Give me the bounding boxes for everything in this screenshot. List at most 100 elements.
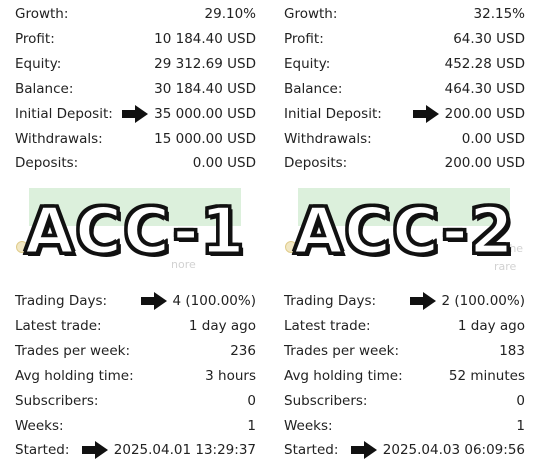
stat-value: 2 (100.00%) <box>441 293 525 309</box>
stat-value: 32.15% <box>473 6 525 22</box>
stat-value: 4 (100.00%) <box>172 293 256 309</box>
stat-label: Initial Deposit: <box>284 105 382 122</box>
stat-value: 0.00 USD <box>192 155 256 172</box>
warning-icon <box>285 241 297 253</box>
stat-value: 200.00 USD <box>444 105 525 122</box>
stat-label: Weeks: <box>15 417 64 434</box>
stat-label: Started: <box>15 442 70 459</box>
stat-row-initial-deposit: Initial Deposit: 35 000.00 USD <box>14 104 256 124</box>
stat-label: Withdrawals: <box>284 130 372 147</box>
stat-row-trading-days: Trading Days: 4 (100.00%) <box>14 291 256 311</box>
stat-label: Growth: <box>284 6 338 22</box>
stat-row-subscribers: Subscribers: 0 <box>283 391 525 411</box>
account-panel-right: the rare ACC-2 Growth: 32.15% Profit: 64.30… <box>283 0 525 466</box>
stat-label: Equity: <box>15 55 62 72</box>
arrow-pointer-icon <box>140 292 167 310</box>
arrow-pointer-icon <box>122 104 149 123</box>
stat-label: Withdrawals: <box>15 130 103 147</box>
stat-value: 0 <box>247 392 256 409</box>
stat-value: 2025.04.01 13:29:37 <box>113 442 256 459</box>
account-overlay-label: ACC-2 <box>292 195 515 270</box>
subscribe-banner[interactable] <box>29 188 241 226</box>
stat-value: 1 <box>247 417 256 434</box>
stat-label: Deposits: <box>15 155 79 172</box>
stat-label: Subscribers: <box>284 392 368 409</box>
stat-row-weeks: Weeks: 1 <box>14 416 256 436</box>
stat-value: 10 184.40 USD <box>154 30 256 47</box>
stat-label: Trading Days: <box>15 293 108 309</box>
stat-row-started: Started: 2025.04.03 06:09:56 <box>283 440 525 460</box>
stat-row-deposits: Deposits: 200.00 USD <box>283 153 525 173</box>
stat-value: 1 day ago <box>457 317 525 334</box>
stat-value: 1 day ago <box>188 317 256 334</box>
stat-label: Latest trade: <box>284 317 371 334</box>
stat-value: 236 <box>230 342 256 359</box>
stat-value: 0 <box>516 392 525 409</box>
arrow-pointer-icon <box>81 441 108 460</box>
stat-value: 15 000.00 USD <box>154 130 256 147</box>
stat-label: Started: <box>284 442 339 459</box>
arrow-pointer-icon <box>350 441 377 460</box>
stat-value: 52 minutes <box>448 367 525 384</box>
stat-label: Subscribers: <box>15 392 99 409</box>
hint-text: rare <box>494 260 517 273</box>
stat-value: 452.28 USD <box>444 55 525 72</box>
stat-label: Equity: <box>284 55 331 72</box>
stat-row-avg-holding-time: Avg holding time: 3 hours <box>14 366 256 386</box>
stat-value: 3 hours <box>205 367 256 384</box>
stat-label: Trades per week: <box>15 342 131 359</box>
stat-row-profit: Profit: 10 184.40 USD <box>14 29 256 49</box>
stat-row-withdrawals: Withdrawals: 0.00 USD <box>283 129 525 149</box>
account-panel-left: nore ACC-1 Growth: 29.10% Profit: 10 184.40… <box>14 0 256 466</box>
stat-row-withdrawals: Withdrawals: 15 000.00 USD <box>14 129 256 149</box>
stat-label: Balance: <box>15 80 74 97</box>
stat-label: Profit: <box>284 30 324 47</box>
stat-row-latest-trade: Latest trade: 1 day ago <box>14 316 256 336</box>
stat-row-trades-per-week: Trades per week: 236 <box>14 341 256 361</box>
stat-value: 0.00 USD <box>461 130 525 147</box>
stat-value: 200.00 USD <box>444 155 525 172</box>
stat-value: 30 184.40 USD <box>154 80 256 97</box>
stat-row-subscribers: Subscribers: 0 <box>14 391 256 411</box>
stat-label: Weeks: <box>284 417 333 434</box>
stat-label: Initial Deposit: <box>15 105 113 122</box>
stat-value: 183 <box>499 342 525 359</box>
stat-label: Avg holding time: <box>284 367 403 384</box>
account-overlay-label: ACC-1 <box>23 195 246 270</box>
stat-row-avg-holding-time: Avg holding time: 52 minutes <box>283 366 525 386</box>
arrow-pointer-icon <box>409 292 436 310</box>
hint-text: the <box>505 242 524 255</box>
stat-row-balance: Balance: 464.30 USD <box>283 79 525 99</box>
stat-label: Deposits: <box>284 155 348 172</box>
stat-label: Balance: <box>284 80 343 97</box>
subscribe-banner[interactable] <box>298 188 510 226</box>
stat-row-initial-deposit: Initial Deposit: 200.00 USD <box>283 104 525 124</box>
stat-value: 35 000.00 USD <box>154 105 256 122</box>
stat-row-growth: Growth: 32.15% <box>283 4 525 24</box>
stat-row-equity: Equity: 29 312.69 USD <box>14 54 256 74</box>
stat-row-balance: Balance: 30 184.40 USD <box>14 79 256 99</box>
stat-value: 29.10% <box>204 6 256 22</box>
arrow-pointer-icon <box>412 104 439 123</box>
stat-label: Profit: <box>15 30 55 47</box>
stat-row-growth: Growth: 29.10% <box>14 4 256 24</box>
stat-row-profit: Profit: 64.30 USD <box>283 29 525 49</box>
stat-label: Trading Days: <box>284 293 377 309</box>
hint-text: nore <box>171 258 196 271</box>
stat-row-equity: Equity: 452.28 USD <box>283 54 525 74</box>
stat-value: 64.30 USD <box>453 30 525 47</box>
stat-row-started: Started: 2025.04.01 13:29:37 <box>14 440 256 460</box>
warning-icon <box>16 241 28 253</box>
stat-value: 1 <box>516 417 525 434</box>
stat-value: 2025.04.03 06:09:56 <box>382 442 525 459</box>
stat-row-deposits: Deposits: 0.00 USD <box>14 153 256 173</box>
stat-row-latest-trade: Latest trade: 1 day ago <box>283 316 525 336</box>
stat-label: Latest trade: <box>15 317 102 334</box>
stat-label: Avg holding time: <box>15 367 134 384</box>
stat-value: 464.30 USD <box>444 80 525 97</box>
stat-label: Trades per week: <box>284 342 400 359</box>
stat-row-trading-days: Trading Days: 2 (100.00%) <box>283 291 525 311</box>
stat-row-trades-per-week: Trades per week: 183 <box>283 341 525 361</box>
stat-label: Growth: <box>15 6 69 22</box>
stat-row-weeks: Weeks: 1 <box>283 416 525 436</box>
